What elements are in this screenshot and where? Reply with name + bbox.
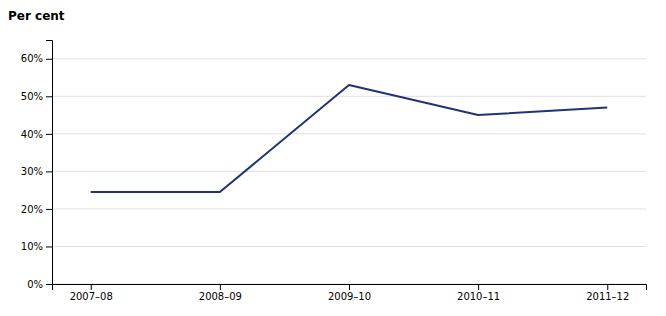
- chart: 0% 10% 20% 30% 40% 50% 60% 2007–08 2008–09 2009–1…: [0, 0, 666, 316]
- y-tick: 10%: [21, 241, 52, 252]
- x-tick-mark: [91, 284, 92, 290]
- y-axis: 0% 10% 20% 30% 40% 50% 60%: [21, 41, 53, 290]
- x-tick: 2008–09: [199, 284, 242, 302]
- y-label: Per cent: [8, 9, 65, 23]
- line: [91, 85, 608, 192]
- x-tick: 2010–11: [457, 284, 500, 302]
- y-tick-label: 10%: [21, 241, 43, 252]
- x-tick-mark: [607, 284, 608, 290]
- x-axis: 2007–08 2008–09 2009–10 2010–11 2011–12: [53, 284, 647, 302]
- x-tick: 2009–10: [328, 284, 371, 302]
- grid: [52, 59, 646, 284]
- x-tick: 2007–08: [70, 284, 113, 302]
- y-tick-mark: [46, 246, 52, 247]
- y-tick: 50%: [21, 91, 52, 102]
- y-tick-mark: [46, 59, 52, 60]
- y-tick-label: 20%: [21, 204, 43, 215]
- x-tick-label: 2009–10: [328, 291, 371, 302]
- y-tick-mark: [46, 96, 52, 97]
- y-tick: 40%: [21, 129, 52, 140]
- x-tick-mark: [478, 284, 479, 290]
- grid-line: [52, 208, 646, 209]
- x-tick-label: 2008–09: [199, 291, 242, 302]
- x-tick-label: 2007–08: [70, 291, 113, 302]
- y-tick: 60%: [21, 53, 52, 64]
- grid-line: [52, 133, 646, 134]
- x-axis-line: [53, 285, 647, 291]
- y-tick-label: 50%: [21, 91, 43, 102]
- y-tick-label: 0%: [27, 279, 43, 290]
- x-tick: 2011–12: [586, 284, 629, 302]
- y-tick-mark: [46, 284, 52, 285]
- y-axis-line: [46, 41, 53, 285]
- x-tick-mark: [349, 284, 350, 290]
- y-tick-label: 60%: [21, 53, 43, 64]
- y-tick-mark: [46, 134, 52, 135]
- y-tick: 20%: [21, 204, 52, 215]
- grid-line: [52, 171, 646, 172]
- y-tick-mark: [46, 209, 52, 210]
- y-tick-label: 30%: [21, 166, 43, 177]
- grid-line: [52, 58, 646, 59]
- y-tick: 0%: [27, 279, 52, 290]
- x-tick-label: 2010–11: [457, 291, 500, 302]
- marks: [91, 85, 608, 192]
- plot-area: 0% 10% 20% 30% 40% 50% 60% 2007–08 2008–09 2009–1…: [21, 41, 647, 303]
- grid-line: [52, 246, 646, 247]
- y-tick: 30%: [21, 166, 52, 177]
- y-tick-label: 40%: [21, 129, 43, 140]
- grid-line: [52, 96, 646, 97]
- y-tick-mark: [46, 171, 52, 172]
- x-tick-mark: [220, 284, 221, 290]
- x-tick-label: 2011–12: [586, 291, 629, 302]
